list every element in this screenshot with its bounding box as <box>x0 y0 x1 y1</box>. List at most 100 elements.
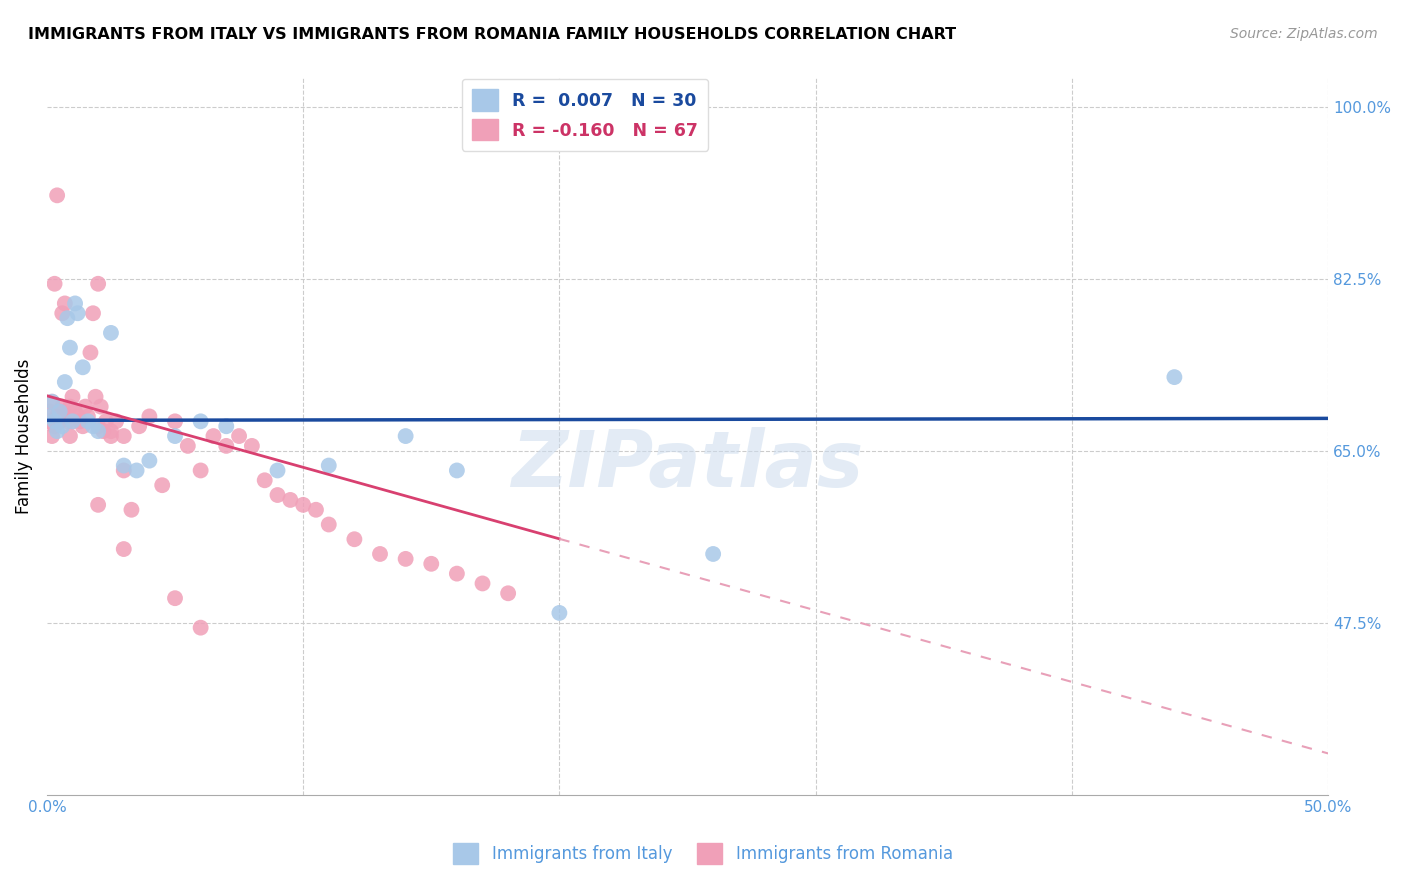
Point <box>202 429 225 443</box>
Point <box>41 394 63 409</box>
Point <box>63 296 86 310</box>
Point <box>446 566 468 581</box>
Point <box>53 296 76 310</box>
Point <box>395 429 418 443</box>
Point <box>72 360 94 375</box>
Y-axis label: Family Households: Family Households <box>15 359 32 514</box>
Point <box>496 586 519 600</box>
Point <box>82 419 104 434</box>
Point <box>253 473 276 487</box>
Point <box>51 419 73 434</box>
Point <box>94 414 117 428</box>
Point <box>395 552 418 566</box>
Point <box>46 188 69 202</box>
Point <box>75 400 97 414</box>
Point <box>69 414 91 428</box>
Point <box>56 409 79 424</box>
Point <box>548 606 571 620</box>
Point <box>51 306 73 320</box>
Point <box>112 429 135 443</box>
Point <box>138 453 160 467</box>
Point <box>62 414 84 428</box>
Point <box>48 404 70 418</box>
Point <box>46 409 69 424</box>
Point <box>90 400 112 414</box>
Point <box>44 419 66 434</box>
Point <box>100 326 122 340</box>
Point <box>87 424 110 438</box>
Point <box>41 429 63 443</box>
Point <box>51 400 73 414</box>
Point <box>215 419 238 434</box>
Point <box>59 429 82 443</box>
Legend: Immigrants from Italy, Immigrants from Romania: Immigrants from Italy, Immigrants from R… <box>447 837 959 871</box>
Point <box>292 498 315 512</box>
Point <box>44 414 66 428</box>
Point <box>66 306 89 320</box>
Point <box>112 542 135 557</box>
Point <box>112 463 135 477</box>
Point <box>44 277 66 291</box>
Point <box>87 277 110 291</box>
Point <box>46 424 69 438</box>
Point <box>138 409 160 424</box>
Point <box>278 492 301 507</box>
Point <box>100 424 122 438</box>
Point <box>62 414 84 428</box>
Point <box>190 414 212 428</box>
Point <box>368 547 391 561</box>
Point <box>228 429 250 443</box>
Point <box>59 400 82 414</box>
Point <box>112 458 135 473</box>
Point <box>100 429 122 443</box>
Point <box>56 414 79 428</box>
Point <box>72 419 94 434</box>
Point <box>62 390 84 404</box>
Point <box>105 414 128 428</box>
Point <box>48 404 70 418</box>
Point <box>38 404 60 418</box>
Point <box>128 419 150 434</box>
Point <box>471 576 494 591</box>
Point <box>266 488 288 502</box>
Point <box>215 439 238 453</box>
Point <box>163 429 186 443</box>
Point <box>163 591 186 606</box>
Point <box>343 533 366 547</box>
Point <box>59 341 82 355</box>
Text: ZIPatlas: ZIPatlas <box>512 426 863 503</box>
Text: Source: ZipAtlas.com: Source: ZipAtlas.com <box>1230 27 1378 41</box>
Point <box>190 463 212 477</box>
Point <box>53 375 76 389</box>
Point <box>91 424 114 438</box>
Point <box>446 463 468 477</box>
Point <box>177 439 200 453</box>
Point <box>56 311 79 326</box>
Point <box>1163 370 1185 384</box>
Point <box>63 404 86 418</box>
Point <box>266 463 288 477</box>
Point <box>82 306 104 320</box>
Point <box>38 414 60 428</box>
Point <box>87 498 110 512</box>
Point <box>77 414 100 428</box>
Point <box>150 478 173 492</box>
Point <box>48 414 70 428</box>
Point <box>702 547 724 561</box>
Point <box>420 557 443 571</box>
Point <box>125 463 148 477</box>
Point <box>318 458 340 473</box>
Point <box>66 409 89 424</box>
Point <box>240 439 263 453</box>
Point <box>163 414 186 428</box>
Point <box>318 517 340 532</box>
Legend: R =  0.007   N = 30, R = -0.160   N = 67: R = 0.007 N = 30, R = -0.160 N = 67 <box>461 79 709 151</box>
Point <box>38 409 60 424</box>
Point <box>190 621 212 635</box>
Point <box>87 419 110 434</box>
Point <box>53 409 76 424</box>
Point <box>41 394 63 409</box>
Point <box>305 502 328 516</box>
Text: IMMIGRANTS FROM ITALY VS IMMIGRANTS FROM ROMANIA FAMILY HOUSEHOLDS CORRELATION C: IMMIGRANTS FROM ITALY VS IMMIGRANTS FROM… <box>28 27 956 42</box>
Point <box>120 502 142 516</box>
